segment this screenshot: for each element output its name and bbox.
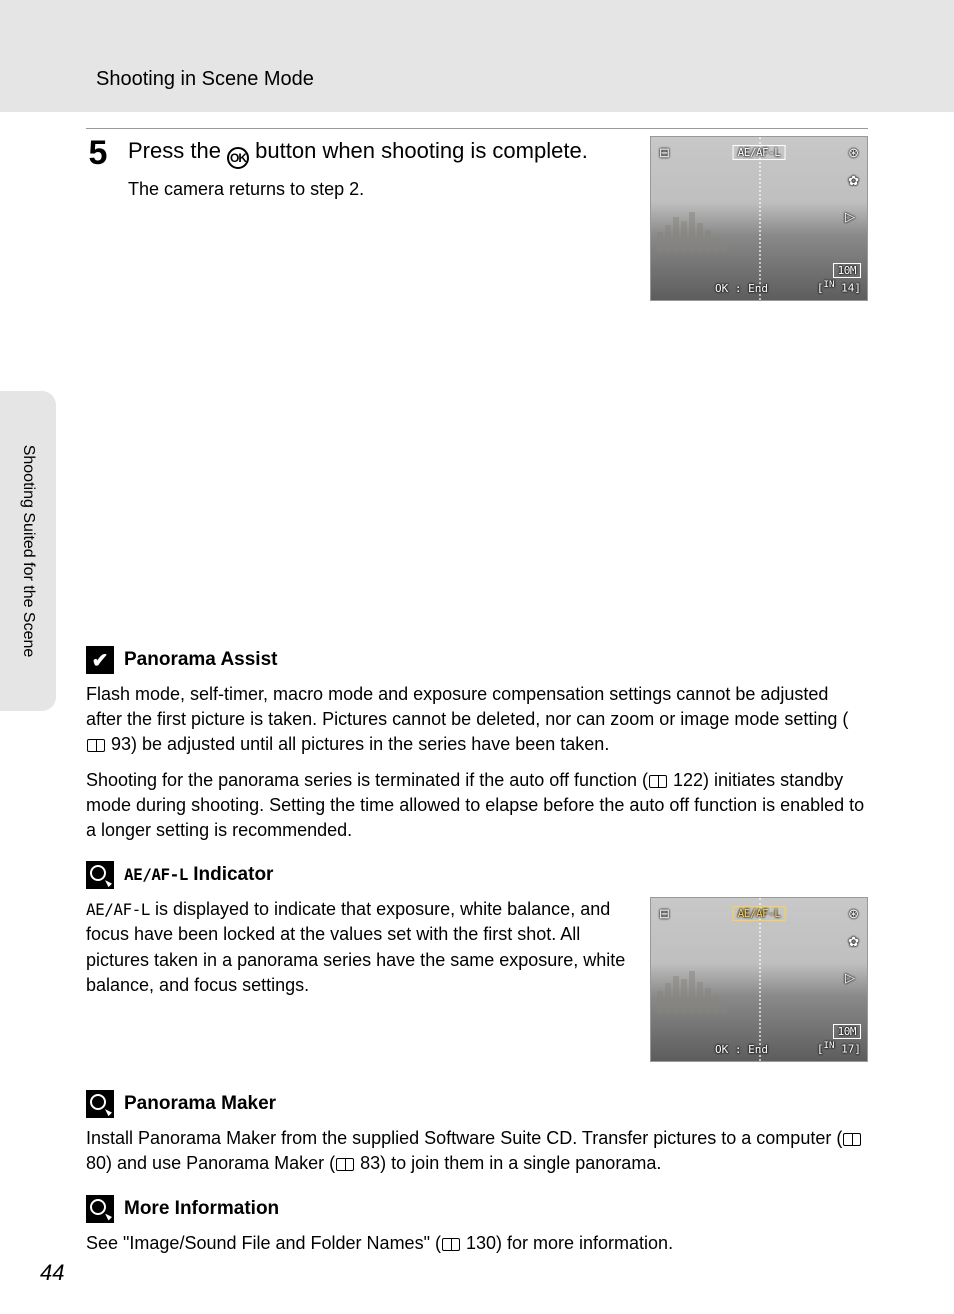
page-number: 44	[40, 1260, 64, 1286]
page-ref: 93	[106, 734, 131, 754]
note-title: Panorama Assist	[124, 649, 277, 671]
chapter-tab-label: Shooting Suited for the Scene	[19, 401, 37, 701]
ae-af-lock-indicator: AE/AF-L	[733, 145, 786, 160]
page-ref-icon	[843, 1133, 861, 1146]
page-ref: 83	[355, 1153, 380, 1173]
note-text: ) and use Panorama Maker (	[106, 1153, 335, 1173]
page-ref-icon	[87, 739, 105, 752]
tip-icon	[86, 861, 114, 889]
aeafl-glyph: AE/AF-L	[86, 900, 150, 919]
note-aeafl-indicator: AE/AF-L Indicator AE/AF-L is displayed t…	[86, 861, 868, 1062]
step-text-b: button when shooting is complete.	[249, 138, 588, 163]
note-text: ) for more information.	[496, 1233, 673, 1253]
page-ref: 122	[668, 770, 703, 790]
camera-lcd-preview-1: ⊟ AE/AF-L ⊛ ✿ ▷ 10M OK : End [IN 14]	[650, 136, 868, 301]
chapter-tab: Shooting Suited for the Scene	[0, 391, 56, 711]
page-header: Shooting in Scene Mode	[0, 0, 954, 112]
ae-af-lock-indicator-active: AE/AF-L	[733, 906, 786, 921]
note-text: Flash mode, self-timer, macro mode and e…	[86, 684, 848, 729]
ok-end-label: OK : End	[715, 282, 768, 295]
panorama-mode-icon: ⊟	[659, 145, 670, 161]
step-text-a: Press the	[128, 138, 227, 163]
section-title: Shooting in Scene Mode	[96, 68, 954, 91]
note-text: ) to join them in a single panorama.	[380, 1153, 661, 1173]
resolution-badge: 10M	[833, 1024, 861, 1039]
step-subtext: The camera returns to step 2.	[128, 179, 632, 200]
caution-icon: ✔	[86, 646, 114, 674]
panorama-mode-icon: ⊟	[659, 906, 670, 922]
step-number: 5	[86, 136, 110, 170]
step-section: 5 Press the OK button when shooting is c…	[86, 136, 868, 301]
camera-lcd-preview-2: ⊟ AE/AF-L ⊛ ✿ ▷ 10M OK : End [IN 17]	[650, 897, 868, 1062]
page-ref: 80	[86, 1153, 106, 1173]
page-ref-icon	[442, 1238, 460, 1251]
frame-count: [IN 14]	[817, 279, 861, 295]
note-title: Panorama Maker	[124, 1093, 276, 1115]
flash-icon: ⊛	[848, 906, 859, 922]
macro-icon: ✿	[848, 934, 859, 950]
tip-icon	[86, 1195, 114, 1223]
step-text: Press the OK button when shooting is com…	[128, 136, 632, 200]
direction-arrow-icon: ▷	[845, 970, 855, 986]
ok-end-label: OK : End	[715, 1043, 768, 1056]
note-panorama-assist: ✔ Panorama Assist Flash mode, self-timer…	[86, 646, 868, 843]
macro-icon: ✿	[848, 173, 859, 189]
resolution-badge: 10M	[833, 263, 861, 278]
ok-button-icon: OK	[227, 147, 249, 169]
step-heading: Press the OK button when shooting is com…	[128, 136, 632, 169]
page-ref-icon	[649, 775, 667, 788]
tip-icon	[86, 1090, 114, 1118]
flash-icon: ⊛	[848, 145, 859, 161]
note-text: ) be adjusted until all pictures in the …	[131, 734, 609, 754]
note-text: is displayed to indicate that exposure, …	[86, 899, 625, 995]
divider	[86, 128, 868, 129]
note-text: See "Image/Sound File and Folder Names" …	[86, 1233, 441, 1253]
note-text: Shooting for the panorama series is term…	[86, 770, 648, 790]
note-text: Install Panorama Maker from the supplied…	[86, 1128, 842, 1148]
frame-count: [IN 17]	[817, 1040, 861, 1056]
note-more-information: More Information See "Image/Sound File a…	[86, 1195, 868, 1256]
page-ref-icon	[336, 1158, 354, 1171]
direction-arrow-icon: ▷	[845, 209, 855, 225]
page-ref: 130	[461, 1233, 496, 1253]
note-title: AE/AF-L Indicator	[124, 864, 273, 886]
note-title: More Information	[124, 1198, 279, 1220]
note-panorama-maker: Panorama Maker Install Panorama Maker fr…	[86, 1090, 868, 1176]
